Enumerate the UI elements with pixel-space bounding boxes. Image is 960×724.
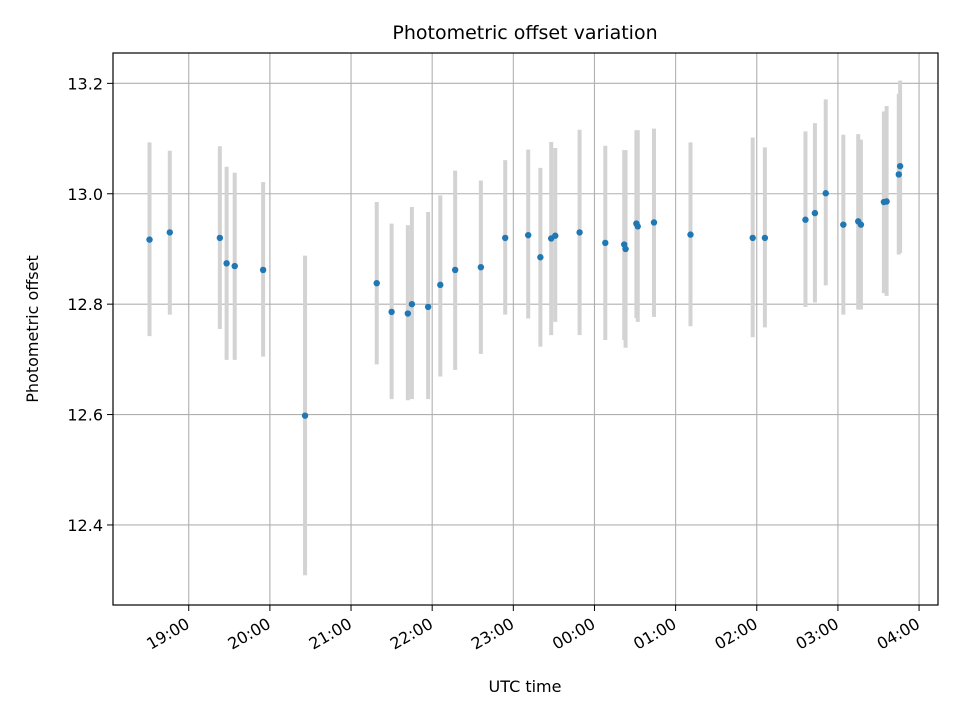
data-point — [231, 262, 238, 270]
data-point — [840, 221, 847, 228]
data-point — [622, 245, 629, 253]
y-tick-label: 12.6 — [67, 406, 103, 425]
y-tick-label: 12.8 — [67, 295, 103, 314]
data-point — [822, 190, 829, 197]
x-axis-label: UTC time — [489, 677, 562, 696]
data-point — [525, 231, 532, 239]
data-point — [223, 260, 230, 267]
data-point — [896, 162, 904, 170]
data-point — [259, 266, 267, 274]
data-point — [811, 209, 819, 217]
y-axis-ticks: 12.4 12.6 12.8 13.0 13.2 — [67, 74, 113, 535]
data-point — [404, 310, 412, 317]
data-point — [166, 229, 174, 236]
data-points — [146, 162, 904, 419]
y-tick-label: 12.4 — [67, 516, 103, 535]
data-point — [537, 254, 544, 261]
data-point — [650, 219, 658, 226]
data-point — [502, 234, 509, 242]
data-point — [857, 221, 865, 228]
y-tick-label: 13.2 — [67, 74, 103, 93]
data-point — [895, 171, 902, 178]
data-point — [437, 281, 444, 289]
data-point — [761, 234, 769, 242]
data-point — [451, 266, 459, 274]
data-point — [146, 236, 153, 243]
grid — [113, 53, 938, 605]
y-axis-label: Photometric offset — [23, 255, 42, 403]
data-point — [408, 300, 416, 308]
data-point — [883, 198, 890, 205]
chart-title: Photometric offset variation — [392, 22, 657, 44]
data-point — [477, 263, 485, 271]
data-point — [424, 303, 432, 311]
data-point — [687, 231, 694, 238]
data-point — [373, 279, 380, 287]
data-point — [552, 232, 559, 239]
data-point — [301, 412, 309, 419]
data-point — [634, 223, 641, 230]
data-point — [216, 234, 224, 242]
data-point — [576, 229, 583, 236]
data-point — [602, 239, 609, 247]
data-point — [388, 308, 395, 316]
data-point — [802, 216, 809, 223]
plot-frame — [112, 52, 939, 606]
data-point — [749, 234, 756, 242]
y-tick-label: 13.0 — [67, 185, 103, 204]
